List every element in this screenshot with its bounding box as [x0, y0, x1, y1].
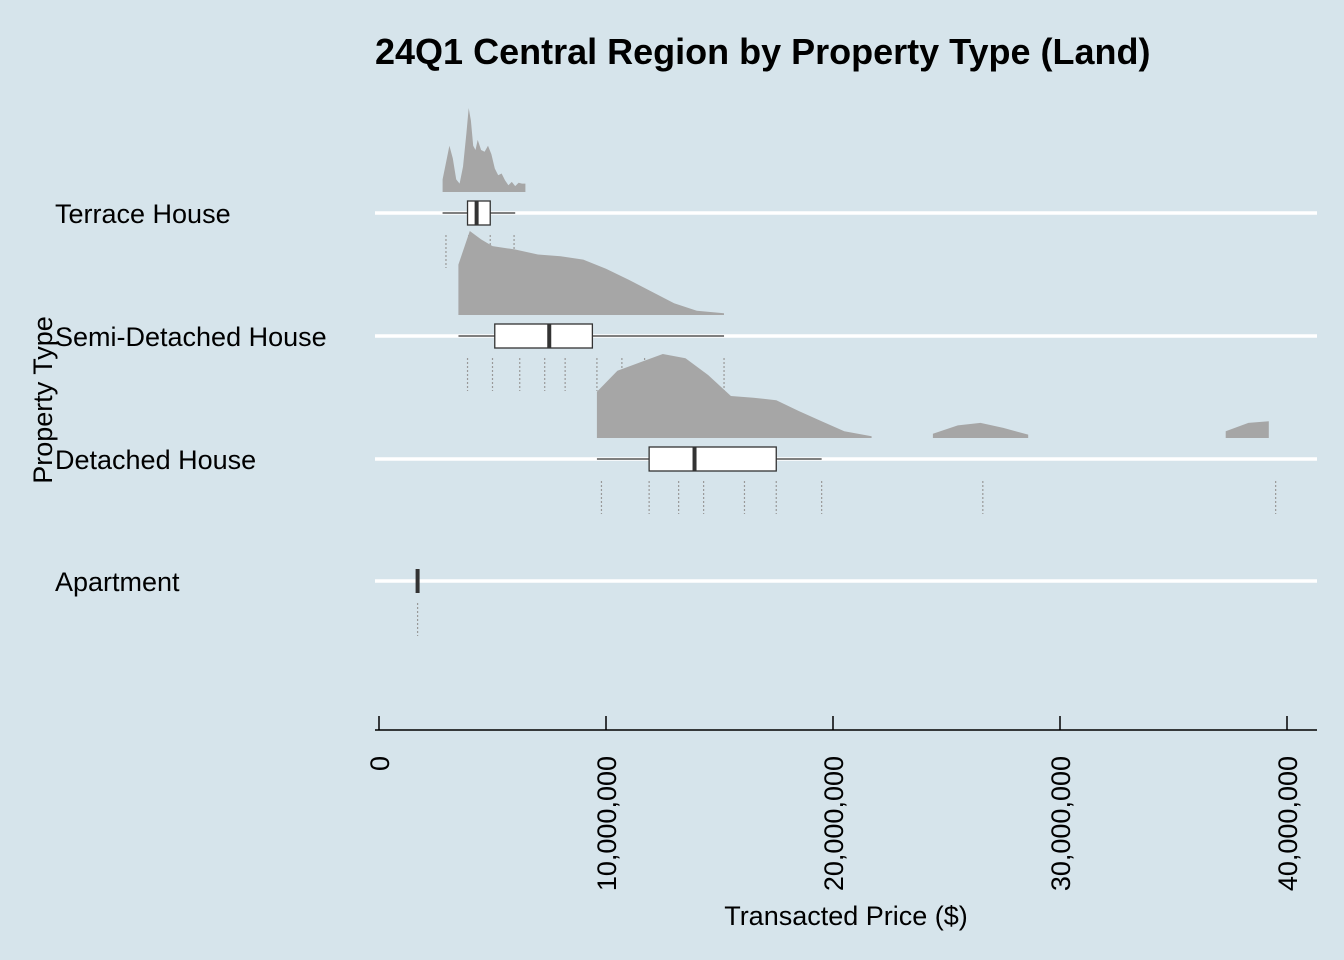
plot-area	[415, 108, 1277, 636]
box-terrace-house	[466, 200, 491, 226]
x-axis: 0 10,000,000 20,000,000 30,000,000 40,000,00…	[365, 716, 1317, 891]
x-axis-ticks: 0 10,000,000 20,000,000 30,000,000 40,000,00…	[365, 716, 1303, 891]
density-cloud-semi-detached-house	[458, 231, 724, 315]
category-label-semi-detached-house: Semi-Detached House	[55, 322, 327, 352]
x-tick-label-1: 0	[365, 756, 395, 771]
x-tick-label-5: 40,000,000	[1273, 756, 1303, 891]
density-cloud-detached-house-1	[596, 354, 872, 438]
box-detached-house	[648, 446, 777, 472]
density-cloud-detached-house-2	[932, 422, 1029, 438]
x-tick-label-2: 10,000,000	[592, 756, 622, 891]
x-axis-title: Transacted Price ($)	[724, 901, 968, 931]
chart-title: 24Q1 Central Region by Property Type (La…	[375, 31, 1150, 72]
category-label-detached-house: Detached House	[55, 445, 256, 475]
density-cloud-terrace-house	[442, 108, 526, 192]
category-labels: Terrace House Semi-Detached House Detached…	[55, 199, 327, 597]
category-label-apartment: Apartment	[55, 567, 180, 597]
y-axis-title: Property Type	[28, 316, 58, 484]
density-cloud-detached-house-3	[1225, 421, 1269, 438]
x-tick-label-3: 20,000,000	[819, 756, 849, 891]
box-semi-detached-house	[494, 323, 594, 349]
category-label-terrace-house: Terrace House	[55, 199, 231, 229]
x-tick-label-4: 30,000,000	[1046, 756, 1076, 891]
